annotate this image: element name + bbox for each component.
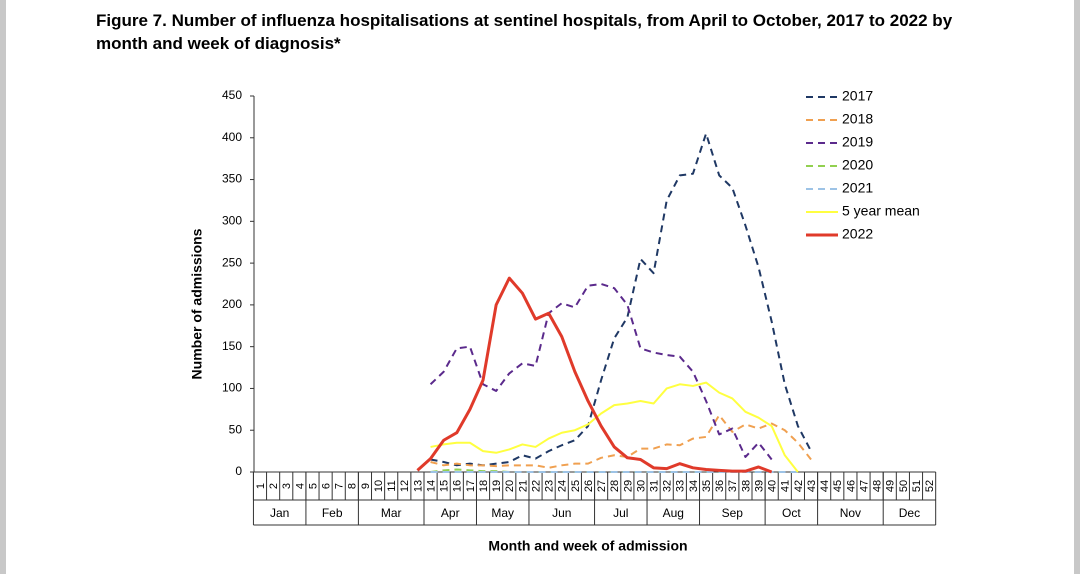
x-tick-label: 36 [714, 480, 726, 492]
x-tick-label: 33 [675, 480, 687, 492]
x-tick-label: 38 [740, 480, 752, 492]
y-tick-label: 400 [222, 130, 242, 144]
x-tick-label: 25 [570, 480, 582, 492]
x-group-label: Apr [441, 506, 460, 520]
x-tick-label: 6 [321, 483, 333, 489]
x-tick-label: 20 [504, 480, 516, 492]
x-tick-label: 16 [452, 480, 464, 492]
x-tick-label: 43 [806, 480, 818, 492]
x-tick-label: 46 [845, 480, 857, 492]
y-tick-label: 450 [222, 88, 242, 102]
x-tick-label: 4 [294, 483, 306, 489]
y-tick-label: 150 [222, 339, 242, 353]
y-tick-label: 100 [222, 381, 242, 395]
x-group-label: Aug [663, 506, 684, 520]
series-line [430, 414, 812, 469]
y-axis-label: Number of admissions [189, 228, 205, 379]
series-line [429, 283, 773, 461]
x-tick-label: 42 [793, 480, 805, 492]
x-tick-label: 45 [832, 480, 844, 492]
x-tick-label: 10 [373, 480, 385, 492]
x-group-label: Dec [899, 506, 920, 520]
x-tick-label: 21 [517, 480, 529, 492]
x-tick-label: 11 [386, 480, 398, 491]
x-tick-label: 18 [478, 480, 490, 492]
x-tick-label: 48 [872, 480, 884, 492]
series-line [430, 381, 799, 473]
legend-label: 2018 [842, 111, 873, 127]
y-tick-label: 350 [222, 172, 242, 186]
x-tick-label: 7 [334, 483, 346, 489]
x-group-label: Jun [552, 506, 571, 520]
x-group-label: Jan [270, 506, 289, 520]
x-tick-label: 15 [439, 480, 451, 492]
chart-title: Figure 7. Number of influenza hospitalis… [96, 11, 953, 53]
x-group-label: Nov [840, 506, 861, 520]
x-tick-label: 30 [635, 480, 647, 492]
x-tick-label: 50 [898, 480, 910, 492]
x-tick-label: 13 [412, 480, 424, 492]
y-tick-label: 50 [229, 422, 243, 436]
x-tick-label: 1 [255, 483, 267, 489]
x-group-label: Feb [322, 506, 343, 520]
legend-label: 5 year mean [842, 203, 920, 219]
x-tick-label: 8 [347, 483, 359, 489]
x-tick-label: 29 [622, 480, 634, 492]
x-axis-label: Month and week of admission [488, 538, 687, 554]
legend-label: 2019 [842, 134, 873, 150]
x-group-label: Mar [381, 506, 402, 520]
y-tick-label: 300 [222, 214, 242, 228]
x-tick-label: 49 [885, 480, 897, 492]
x-tick-label: 26 [583, 480, 595, 492]
x-tick-label: 22 [530, 480, 542, 492]
border [0, 0, 6, 574]
x-group-label: Jul [613, 506, 628, 520]
y-tick-label: 250 [222, 255, 242, 269]
x-tick-label: 41 [780, 480, 792, 492]
x-tick-label: 17 [465, 480, 477, 492]
x-tick-label: 44 [819, 480, 831, 492]
x-group-label: Sep [722, 506, 744, 520]
x-tick-label: 2 [268, 483, 280, 489]
y-tick-label: 0 [235, 464, 242, 478]
series-line [430, 132, 812, 467]
legend-label: 2022 [842, 226, 873, 242]
x-group-label: May [491, 506, 514, 520]
x-tick-label: 51 [911, 480, 923, 492]
x-tick-label: 27 [596, 480, 608, 492]
x-tick-label: 35 [701, 480, 713, 492]
legend-label: 2017 [842, 88, 873, 104]
x-tick-label: 9 [360, 483, 372, 489]
y-tick-label: 200 [222, 297, 242, 311]
x-tick-label: 5 [307, 483, 319, 489]
series-line [416, 276, 773, 474]
x-tick-label: 34 [688, 480, 700, 492]
x-tick-label: 12 [399, 480, 411, 492]
x-tick-label: 47 [858, 480, 870, 492]
legend-label: 2020 [842, 157, 873, 173]
x-tick-label: 31 [649, 480, 661, 492]
x-group-label: Oct [782, 506, 801, 520]
x-tick-label: 40 [767, 480, 779, 492]
x-tick-label: 39 [753, 480, 765, 492]
legend-label: 2021 [842, 180, 873, 196]
x-tick-label: 3 [281, 483, 293, 489]
x-tick-label: 28 [609, 480, 621, 492]
x-tick-label: 19 [491, 480, 503, 492]
x-tick-label: 32 [662, 480, 674, 492]
x-tick-label: 52 [924, 480, 936, 492]
x-tick-label: 24 [557, 480, 569, 492]
x-tick-label: 14 [425, 480, 437, 492]
x-tick-label: 37 [727, 480, 739, 492]
x-tick-label: 23 [544, 480, 556, 492]
border [1074, 0, 1080, 574]
